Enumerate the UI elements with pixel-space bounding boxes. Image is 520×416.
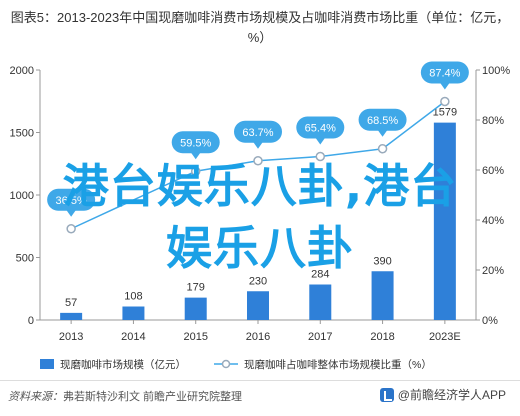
line-value-label: 63.7%	[242, 127, 273, 139]
bar	[184, 297, 207, 320]
line-value-label: 68.5%	[367, 115, 398, 127]
bar-value-label: 1579	[433, 107, 457, 119]
line-point	[253, 156, 263, 166]
legend-line-marker	[221, 359, 231, 369]
line-label-bubble	[47, 188, 96, 211]
x-tick-label: 2017	[308, 331, 332, 343]
line-value-label: 59.5%	[180, 137, 211, 149]
bar	[122, 306, 145, 320]
x-tick-label: 2015	[183, 331, 207, 343]
right-tick-label: 100%	[482, 65, 510, 77]
right-tick-label: 0%	[482, 315, 498, 327]
line-point	[315, 151, 326, 162]
line-label-pointer	[253, 141, 263, 149]
left-tick-label: 500	[16, 253, 34, 265]
chart-title: 图表5：2013-2023年中国现磨咖啡消费市场规模及占咖啡消费市场比重（单位：…	[8, 8, 512, 48]
line-label-bubble	[296, 116, 345, 139]
chart-title-prefix: 图表5：	[10, 10, 58, 25]
bar-value-label: 179	[187, 282, 205, 294]
bar	[309, 284, 332, 320]
line-point	[440, 96, 450, 107]
x-tick-label: 2016	[246, 331, 270, 343]
left-tick-label: 0	[28, 315, 34, 327]
line-label-bubble	[171, 131, 220, 154]
right-tick-label: 20%	[482, 265, 504, 277]
line-label-pointer	[66, 209, 77, 217]
legend-bar-swatch	[40, 359, 54, 369]
bar-value-label: 230	[249, 275, 267, 287]
right-tick-label: 40%	[482, 215, 504, 227]
line-label-pointer	[439, 82, 450, 90]
left-tick-label: 1500	[10, 128, 34, 140]
brand: @前瞻经济学人APP	[379, 386, 506, 403]
x-tick-label: 2023E	[429, 331, 461, 343]
line-point	[190, 166, 201, 176]
legend-line-label: 现磨咖啡占咖啡整体市场规模比重（%）	[244, 358, 432, 371]
bar	[60, 312, 83, 320]
brand-logo-icon	[379, 387, 394, 402]
brand-name: @前瞻经济学人APP	[397, 388, 506, 402]
left-tick-label: 1000	[10, 190, 34, 202]
line-value-label: 36.5%	[56, 195, 87, 207]
bar-value-label: 57	[65, 297, 77, 309]
line-value-label: 87.4%	[429, 68, 460, 80]
line-point	[377, 144, 388, 154]
line-label-bubble	[420, 61, 469, 84]
x-tick-label: 2014	[121, 331, 145, 343]
bar	[371, 271, 394, 320]
left-tick-label: 2000	[10, 65, 34, 77]
line-label-bubble	[358, 108, 407, 131]
right-tick-label: 60%	[482, 165, 504, 177]
line-label-pointer	[190, 152, 201, 160]
line-label-pointer	[377, 129, 388, 137]
chart-title-text: 2013-2023年中国现磨咖啡消费市场规模及占咖啡消费市场比重（单位：亿元，%…	[57, 10, 510, 45]
legend-bar-label: 现磨咖啡市场规模（亿元）	[60, 358, 186, 371]
bar-value-label: 390	[373, 255, 391, 267]
source-label: 资料来源：	[8, 391, 63, 403]
x-tick-label: 2013	[59, 331, 83, 343]
bar-value-label: 108	[124, 291, 142, 303]
right-tick-label: 80%	[482, 115, 504, 127]
source-text: 弗若斯特沙利文 前瞻产业研究院整理	[63, 391, 243, 403]
line-point	[66, 224, 76, 234]
line-value-label: 65.4%	[305, 123, 336, 135]
line-label-pointer	[315, 137, 326, 145]
x-tick-label: 2018	[370, 331, 394, 343]
footer-divider	[0, 380, 520, 381]
bar	[247, 291, 269, 320]
source-note: 资料来源：弗若斯特沙利文 前瞻产业研究院整理	[8, 388, 242, 404]
line-label-bubble	[234, 120, 282, 143]
bar-value-label: 284	[311, 269, 329, 281]
bar	[433, 122, 456, 320]
line-series	[70, 100, 446, 230]
